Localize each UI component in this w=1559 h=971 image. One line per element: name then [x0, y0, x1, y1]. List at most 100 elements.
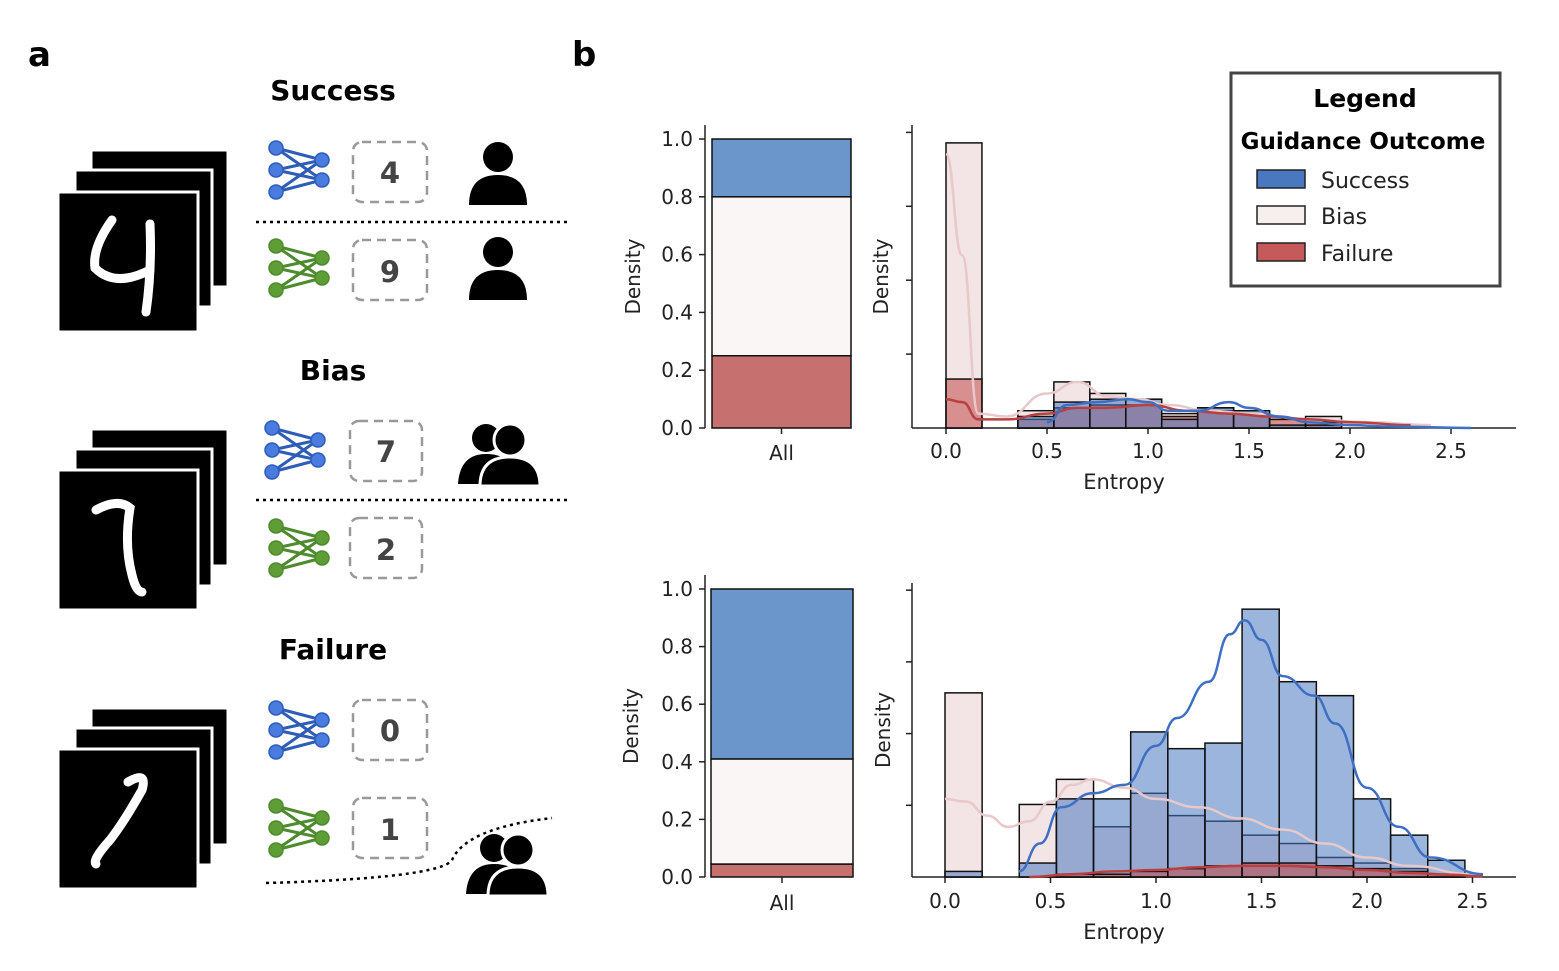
bar-segment-failure — [710, 863, 854, 878]
hist-bar-success — [1241, 608, 1280, 878]
y-tick-label: 1.0 — [661, 577, 693, 601]
bar-segment-success — [711, 138, 852, 198]
hist-bar-success — [1092, 798, 1132, 878]
blue-network-icon — [263, 419, 327, 481]
x-tick-label: 0.5 — [1031, 439, 1063, 463]
x-tick-label: All — [769, 441, 794, 465]
y-axis-label: Density — [871, 692, 895, 768]
y-tick-label: 0.2 — [661, 358, 693, 382]
y-tick-label: 1.0 — [661, 127, 693, 151]
digit-image-stack — [56, 706, 230, 891]
y-tick-label: 0.6 — [661, 692, 693, 716]
legend-label-failure: Failure — [1321, 242, 1393, 267]
group-success: Success 4 9 — [56, 74, 568, 334]
two-people-icon — [464, 832, 550, 898]
prediction-box — [351, 796, 429, 860]
prediction-box — [348, 516, 424, 580]
x-tick-label: 1.0 — [1140, 889, 1172, 913]
kde-line-failure — [1029, 864, 1484, 879]
group-title: Bias — [300, 354, 367, 387]
hist-bar-failure — [1129, 870, 1169, 878]
y-tick-label: 0.0 — [661, 865, 693, 889]
x-tick-label: 1.5 — [1246, 889, 1278, 913]
person-icon — [469, 237, 527, 300]
person-icon — [469, 142, 527, 205]
legend: Legend Guidance Outcome Success Bias Fai… — [1229, 71, 1502, 288]
x-tick-label: 0.5 — [1035, 889, 1067, 913]
x-tick-label: 1.5 — [1233, 439, 1265, 463]
legend-swatch-failure — [1256, 242, 1306, 262]
green-prediction: 1 — [380, 813, 400, 847]
prediction-box — [351, 238, 429, 302]
legend-swatch-success — [1256, 169, 1306, 189]
legend-subtitle: Guidance Outcome — [1241, 129, 1486, 155]
legend-swatch-bias — [1256, 205, 1306, 225]
hist-bar-success — [1055, 798, 1095, 878]
x-tick-label: 2.5 — [1435, 439, 1467, 463]
blue-network-icon — [267, 139, 331, 201]
blue-network-icon — [267, 699, 331, 761]
prediction-box — [351, 140, 429, 204]
hist-bar-success — [1304, 424, 1343, 429]
y-tick-label: 0.8 — [661, 635, 693, 659]
green-prediction: 9 — [380, 255, 400, 289]
kde-line-bias — [944, 778, 1473, 876]
y-axis-label: Density — [619, 688, 643, 764]
y-axis-label: Density — [869, 238, 893, 314]
group-title: Success — [270, 74, 396, 107]
x-tick-label: 2.5 — [1457, 889, 1489, 913]
hist-bar-success — [1167, 747, 1206, 878]
handwritten-digit-4 — [90, 215, 155, 317]
x-tick-label: 0.0 — [929, 889, 961, 913]
hist-bar-success — [1278, 680, 1318, 878]
digit-image-stack — [56, 427, 230, 612]
hist-bar-success — [1129, 731, 1169, 878]
two-people-icon — [456, 422, 542, 488]
legend-label-success: Success — [1321, 169, 1410, 194]
panel-b-label: b — [572, 35, 596, 75]
x-tick-label: 2.0 — [1351, 889, 1383, 913]
blue-prediction: 7 — [376, 435, 396, 469]
x-tick-label: 1.0 — [1132, 439, 1164, 463]
bar-segment-bias — [711, 196, 852, 357]
kde-line-success — [1046, 397, 1472, 430]
digit-image-stack — [56, 148, 230, 334]
green-network-icon — [267, 517, 331, 579]
y-tick-label: 0.2 — [661, 807, 693, 831]
kde-line-success — [1018, 619, 1484, 876]
hist-bar-success — [1268, 424, 1307, 429]
group-title: Failure — [279, 633, 387, 666]
y-tick-label: 0.4 — [661, 750, 693, 774]
y-tick-label: 0.8 — [661, 185, 693, 209]
green-prediction: 2 — [376, 533, 396, 567]
hist-bar-success — [1160, 418, 1199, 429]
x-tick-label: 0.0 — [930, 439, 962, 463]
legend-label-bias: Bias — [1321, 205, 1367, 230]
legend-title: Legend — [1313, 84, 1416, 113]
hist-bar-success — [1053, 401, 1091, 429]
hist-bar-success — [1315, 694, 1355, 878]
y-tick-label: 0.6 — [661, 243, 693, 267]
bar-segment-bias — [710, 758, 854, 865]
chart-layer: 0.0 0.2 0.4 0.6 0.8 1.0 Density All Density 0.0 0.… — [619, 125, 1516, 944]
bar-segment-success — [710, 588, 854, 760]
prediction-box — [351, 698, 429, 762]
group-bias: Bias 7 2 — [56, 354, 568, 612]
hist-bar-success — [1089, 398, 1127, 429]
panel-a-label: a — [28, 35, 51, 75]
x-axis-label: Entropy — [1083, 470, 1165, 494]
y-tick-label: 0.0 — [661, 416, 693, 440]
prediction-box — [348, 419, 424, 483]
hist-bar-success — [944, 870, 983, 878]
y-tick-label: 0.4 — [661, 300, 693, 324]
green-network-icon — [267, 797, 331, 859]
kde-line-failure — [945, 397, 1411, 427]
x-tick-label: All — [770, 891, 795, 915]
x-axis-label: Entropy — [1083, 920, 1165, 944]
handwritten-digit-1 — [90, 773, 148, 869]
hist-bar-failure — [1092, 873, 1132, 878]
bar-segment-failure — [711, 355, 852, 429]
x-tick-label: 2.0 — [1334, 439, 1366, 463]
handwritten-digit-7 — [91, 499, 147, 597]
